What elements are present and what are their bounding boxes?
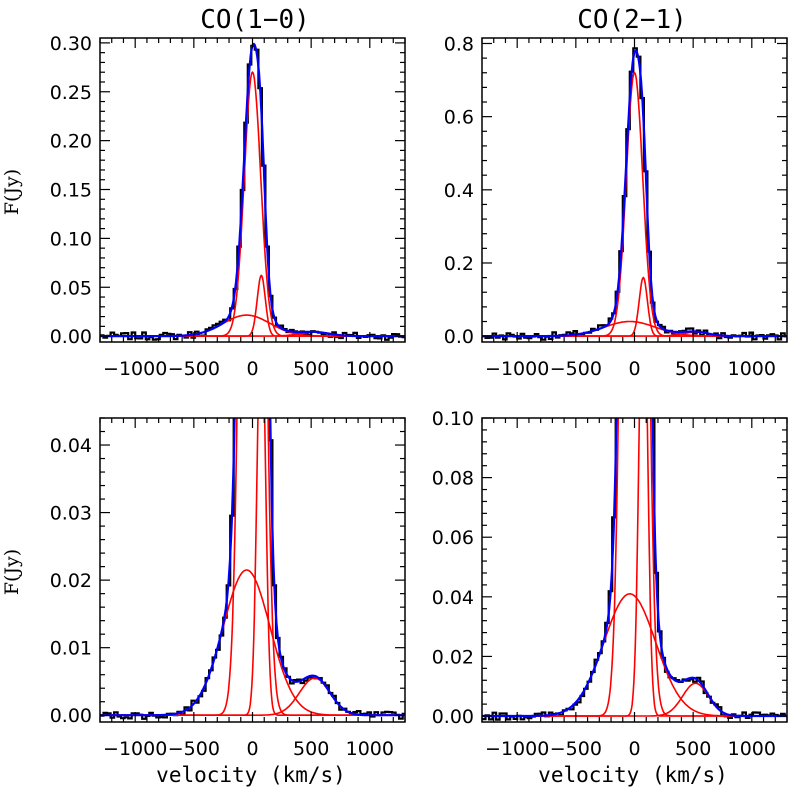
x-tick-label: 0: [246, 738, 258, 760]
y-tick-label: 0.05: [50, 277, 92, 299]
ylabel-bottom: F(Jy): [1, 549, 23, 595]
x-tick-label: 0: [246, 358, 258, 380]
x-tick-label: −1000: [485, 358, 549, 380]
title-co-2-1: CO(2−1): [577, 5, 687, 35]
gaussian-component-3: [100, 569, 405, 716]
total-fit: [482, 418, 787, 718]
x-tick-label: 500: [293, 358, 329, 380]
xlabel-right: velocity (km/s): [538, 763, 728, 787]
y-tick-label: 0.0: [444, 326, 474, 348]
x-tick-label: 0: [628, 358, 640, 380]
gaussian-component-1: [482, 71, 787, 337]
y-tick-label: 0.00: [50, 705, 92, 727]
x-tick-label: −1000: [103, 738, 167, 760]
y-tick-label: 0.00: [50, 326, 92, 348]
x-tick-label: 500: [675, 358, 711, 380]
y-tick-label: 0.2: [444, 253, 474, 275]
y-tick-label: 0.03: [50, 503, 92, 525]
total-fit: [100, 418, 405, 717]
title-co-1-0: CO(1−0): [200, 5, 310, 35]
y-tick-label: 0.30: [50, 33, 92, 55]
x-tick-label: −500: [168, 358, 220, 380]
y-tick-label: 0.6: [444, 107, 474, 129]
gaussian-component-2: [100, 274, 405, 337]
x-tick-label: 500: [675, 738, 711, 760]
y-tick-label: 0.01: [50, 638, 92, 660]
x-tick-label: −1000: [485, 738, 549, 760]
y-tick-label: 0.8: [444, 33, 474, 55]
ylabel-top: F(Jy): [1, 169, 23, 215]
x-tick-label: −500: [550, 358, 602, 380]
x-tick-label: 500: [293, 738, 329, 760]
panel-bottom-right: −1000 −500 0 500 1000 0.00 0.02 0.04 0.06 0.08 0.1…: [432, 408, 788, 760]
gaussian-component-2: [482, 418, 787, 717]
x-tick-label: 1000: [346, 738, 394, 760]
x-tick-label: 1000: [728, 738, 776, 760]
y-tick-label: 0.15: [50, 180, 92, 202]
x-tick-label: −500: [168, 738, 220, 760]
x-tick-label: 1000: [728, 358, 776, 380]
y-tick-label: 0.20: [50, 131, 92, 153]
x-tick-label: −1000: [103, 358, 167, 380]
total-fit: [482, 49, 787, 338]
observed-spectrum: [100, 44, 405, 341]
panel-top-left: −1000 −500 0 500 1000 0.00 0.05 0.10 0.15 0.20 0.2…: [50, 33, 406, 380]
x-tick-label: 1000: [346, 358, 394, 380]
axes-frame: [481, 37, 788, 343]
plot-area: [482, 47, 787, 341]
x-tick-label: 0: [628, 738, 640, 760]
y-tick-label: 0.02: [432, 646, 474, 668]
y-tick-label: 0.02: [50, 570, 92, 592]
panel-bottom-left: −1000 −500 0 500 1000 0.00 0.01 0.02 0.03 0.04: [50, 417, 406, 760]
panel-top-right: −1000 −500 0 500 1000 0.0 0.2 0.4 0.6 0.8: [444, 33, 788, 380]
y-tick-label: 0.4: [444, 180, 474, 202]
total-fit: [100, 42, 405, 338]
gaussian-component-2: [482, 276, 787, 337]
y-tick-label: 0.04: [432, 587, 474, 609]
y-tick-label: 0.04: [50, 435, 92, 457]
plot-area: [482, 418, 787, 721]
y-tick-label: 0.10: [432, 408, 474, 430]
gaussian-component-4: [482, 682, 787, 717]
y-tick-label: 0.08: [432, 468, 474, 490]
y-tick-label: 0.10: [50, 228, 92, 250]
observed-spectrum: [482, 418, 787, 721]
gaussian-component-1: [100, 70, 405, 337]
y-tick-label: 0.06: [432, 527, 474, 549]
y-tick-label: 0.00: [432, 706, 474, 728]
y-tick-label: 0.25: [50, 82, 92, 104]
observed-spectrum: [482, 47, 787, 341]
x-tick-label: −500: [550, 738, 602, 760]
plot-area: [100, 42, 405, 341]
axes-frame: [99, 37, 406, 343]
xlabel-left: velocity (km/s): [156, 763, 346, 787]
